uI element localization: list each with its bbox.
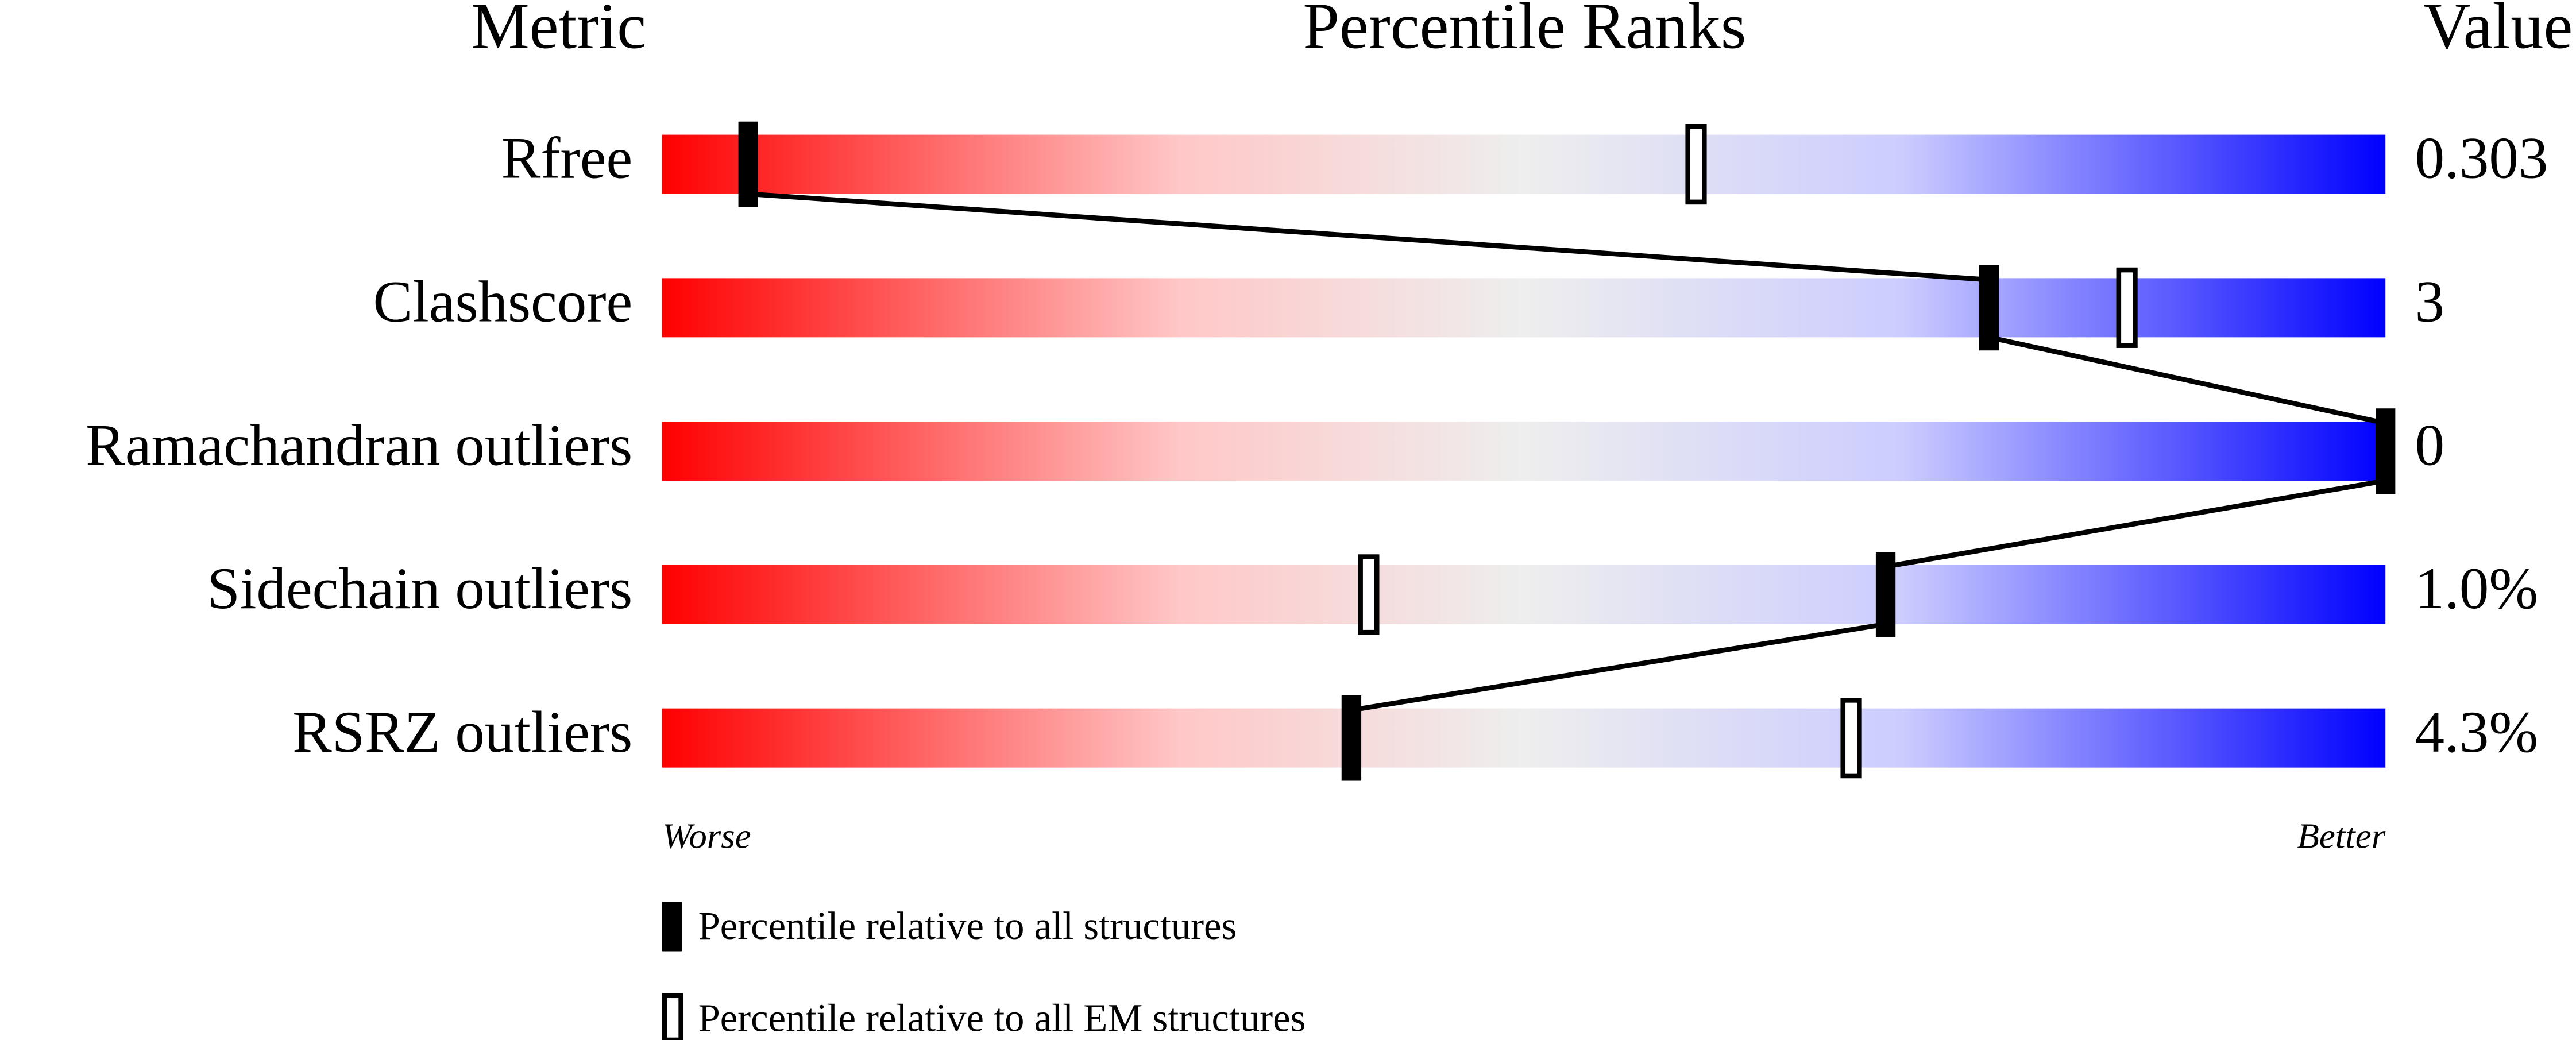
scale-low: Worse [662,815,751,856]
metric-value: 0.303 [2415,126,2548,191]
legend-label: Percentile relative to all structures [698,904,1237,948]
scale-high: Better [2297,815,2385,856]
percentile-bar [662,278,2386,338]
metric-value: 3 [2415,269,2444,334]
metric-label: Clashscore [373,269,632,334]
metric-value: 0 [2415,412,2444,478]
marker-em [2116,267,2138,348]
percentile-bar [662,565,2386,624]
marker-all [738,121,758,207]
metric-label: RSRZ outliers [292,699,632,765]
legend-swatch [662,993,683,1040]
legend-swatch [662,902,682,952]
marker-all [2376,408,2396,494]
percentile-bar [662,422,2386,481]
metric-label: Rfree [501,126,633,191]
header: Value [2423,0,2573,62]
marker-all [1979,265,1999,351]
percentile-bar [662,708,2386,768]
header: Metric [471,0,646,62]
marker-em [1840,698,1862,779]
metric-label: Ramachandran outliers [86,412,632,478]
marker-em [1685,124,1707,205]
percentile-bar [662,134,2386,194]
marker-all [1875,552,1896,637]
marker-all [1341,695,1362,781]
metric-value: 1.0% [2415,556,2538,621]
metric-label: Sidechain outliers [207,556,633,621]
metric-value: 4.3% [2415,699,2538,765]
legend-label: Percentile relative to all EM structures [698,996,1306,1039]
header: Percentile Ranks [1303,0,1746,62]
marker-em [1358,554,1380,635]
